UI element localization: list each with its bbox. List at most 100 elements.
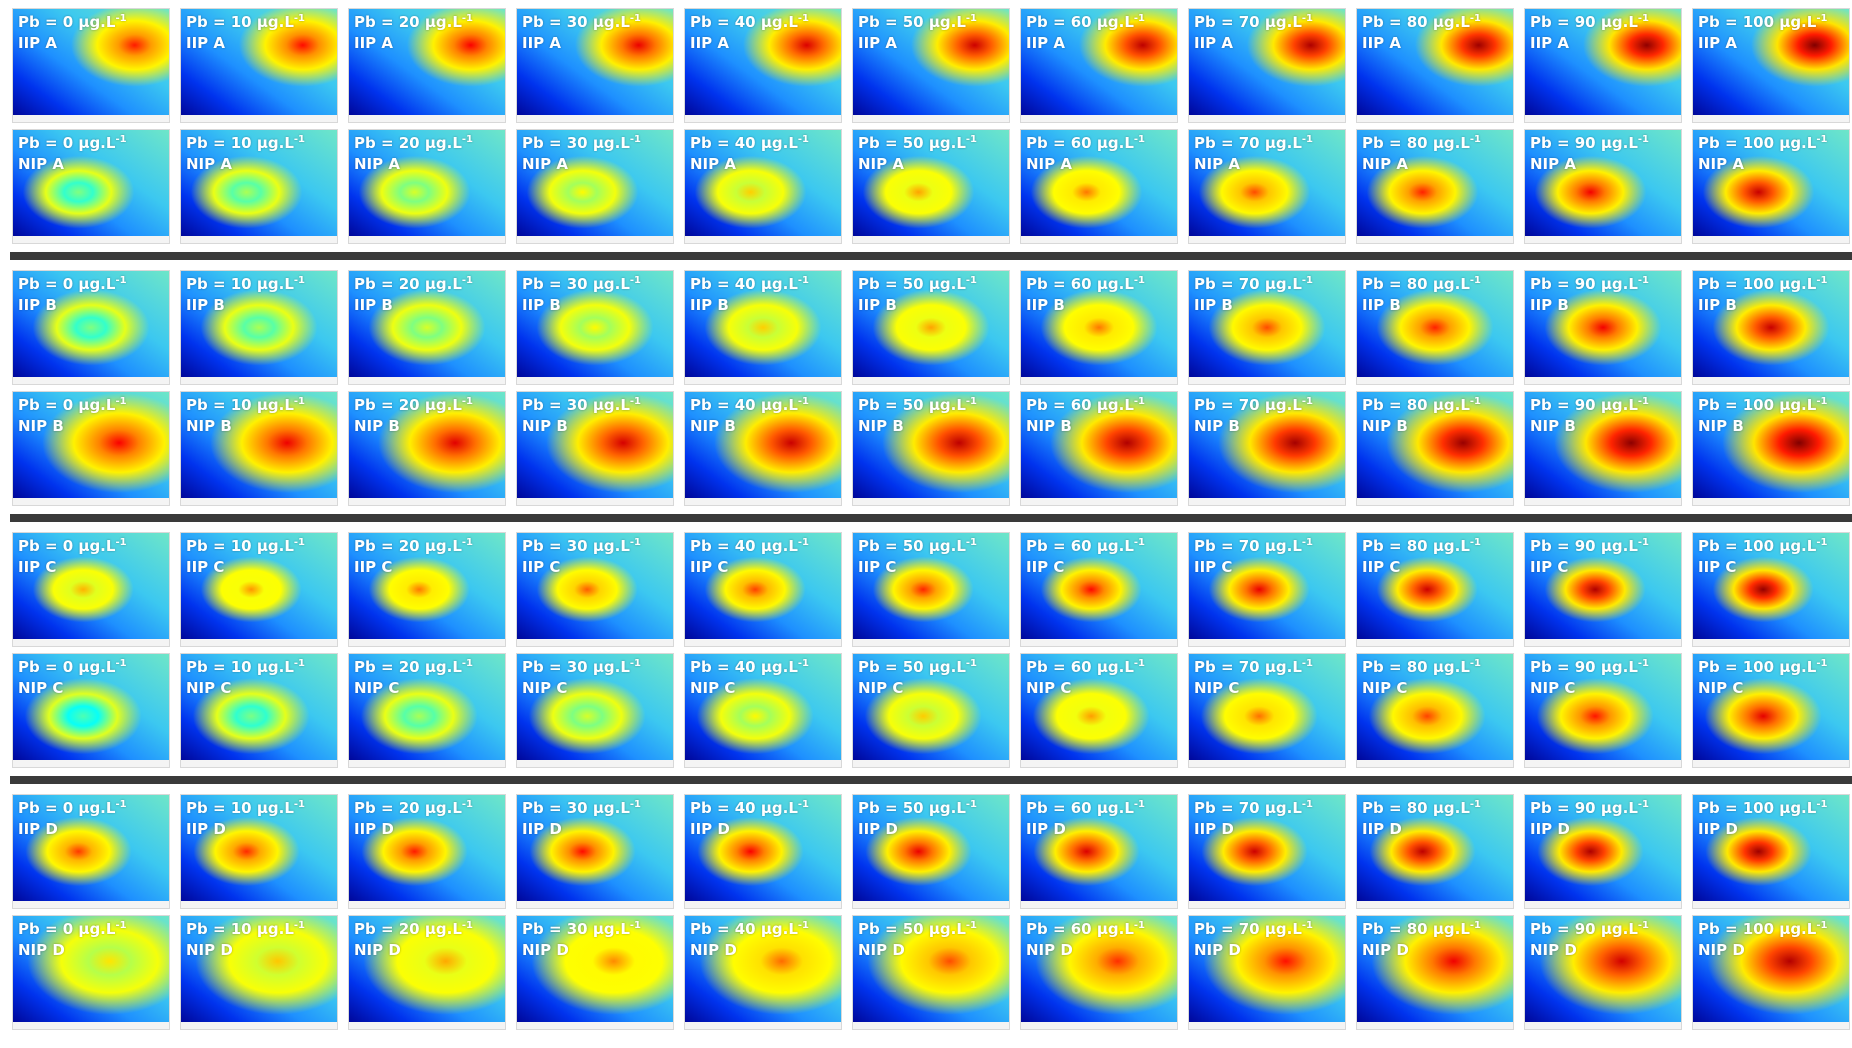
concentration-line: Pb = 80 μg.L-1 bbox=[1362, 536, 1481, 557]
concentration-label: Pb = 100 μg.L bbox=[1698, 134, 1817, 152]
heatmap-panel: Pb = 10 μg.L-1 IIP C bbox=[180, 532, 338, 647]
unit-superscript: -1 bbox=[965, 537, 977, 548]
polymer-label: IIP C bbox=[186, 558, 225, 576]
unit-superscript: -1 bbox=[797, 920, 809, 931]
heatmap-panel: Pb = 0 μg.L-1 IIP C bbox=[12, 532, 170, 647]
panel-label: Pb = 100 μg.L-1 IIP A bbox=[1698, 12, 1827, 54]
concentration-line: Pb = 20 μg.L-1 bbox=[354, 657, 473, 678]
heatmap-panel: Pb = 80 μg.L-1 IIP B bbox=[1356, 270, 1514, 385]
concentration-label: Pb = 0 μg.L bbox=[18, 275, 116, 293]
axis-strip bbox=[13, 377, 169, 384]
unit-superscript: -1 bbox=[461, 13, 473, 24]
heatmap-panel: Pb = 90 μg.L-1 IIP C bbox=[1524, 532, 1682, 647]
polymer-label: NIP B bbox=[1194, 417, 1240, 435]
panel-label: Pb = 0 μg.L-1 NIP D bbox=[18, 919, 127, 961]
panel-label: Pb = 50 μg.L-1 IIP C bbox=[858, 536, 977, 578]
heatmap-panel: Pb = 30 μg.L-1 IIP B bbox=[516, 270, 674, 385]
panel-label: Pb = 80 μg.L-1 IIP C bbox=[1362, 536, 1481, 578]
panel-label: Pb = 30 μg.L-1 NIP C bbox=[522, 657, 641, 699]
heatmap-panel: Pb = 60 μg.L-1 NIP C bbox=[1020, 653, 1178, 768]
concentration-label: Pb = 70 μg.L bbox=[1194, 920, 1302, 938]
panel-label: Pb = 90 μg.L-1 NIP C bbox=[1530, 657, 1649, 699]
concentration-label: Pb = 60 μg.L bbox=[1026, 134, 1134, 152]
concentration-label: Pb = 10 μg.L bbox=[186, 396, 294, 414]
unit-superscript: -1 bbox=[629, 275, 641, 286]
heatmap-panel: Pb = 30 μg.L-1 IIP A bbox=[516, 8, 674, 123]
polymer-label: IIP D bbox=[1194, 820, 1234, 838]
unit-superscript: -1 bbox=[293, 275, 305, 286]
panel-label: Pb = 20 μg.L-1 NIP D bbox=[354, 919, 473, 961]
axis-strip bbox=[1021, 901, 1177, 908]
heatmap-panel: Pb = 60 μg.L-1 NIP D bbox=[1020, 915, 1178, 1030]
concentration-label: Pb = 80 μg.L bbox=[1362, 537, 1470, 555]
heatmap-panel: Pb = 70 μg.L-1 NIP B bbox=[1188, 391, 1346, 506]
polymer-label: IIP A bbox=[186, 34, 225, 52]
heatmap-panel: Pb = 80 μg.L-1 NIP A bbox=[1356, 129, 1514, 244]
panel-label: Pb = 0 μg.L-1 IIP D bbox=[18, 798, 127, 840]
concentration-line: Pb = 60 μg.L-1 bbox=[1026, 133, 1145, 154]
concentration-line: Pb = 40 μg.L-1 bbox=[690, 274, 809, 295]
axis-strip bbox=[1189, 498, 1345, 505]
panel-label: Pb = 10 μg.L-1 IIP D bbox=[186, 798, 305, 840]
panel-label: Pb = 90 μg.L-1 IIP A bbox=[1530, 12, 1649, 54]
unit-superscript: -1 bbox=[629, 13, 641, 24]
panel-label: Pb = 60 μg.L-1 NIP C bbox=[1026, 657, 1145, 699]
heatmap-panel: Pb = 100 μg.L-1 IIP B bbox=[1692, 270, 1850, 385]
heatmap-panel: Pb = 50 μg.L-1 IIP B bbox=[852, 270, 1010, 385]
polymer-label: IIP B bbox=[690, 296, 729, 314]
heatmap-panel: Pb = 70 μg.L-1 IIP B bbox=[1188, 270, 1346, 385]
concentration-label: Pb = 30 μg.L bbox=[522, 799, 630, 817]
polymer-label: IIP A bbox=[1194, 34, 1233, 52]
polymer-label: IIP B bbox=[1362, 296, 1401, 314]
concentration-label: Pb = 30 μg.L bbox=[522, 920, 630, 938]
axis-strip bbox=[1021, 236, 1177, 243]
axis-strip bbox=[685, 115, 841, 122]
unit-superscript: -1 bbox=[1637, 134, 1649, 145]
axis-strip bbox=[517, 1022, 673, 1029]
panel-label: Pb = 50 μg.L-1 IIP D bbox=[858, 798, 977, 840]
heatmap-panel: Pb = 80 μg.L-1 IIP D bbox=[1356, 794, 1514, 909]
panel-label: Pb = 40 μg.L-1 IIP C bbox=[690, 536, 809, 578]
panel-label: Pb = 30 μg.L-1 IIP B bbox=[522, 274, 641, 316]
heatmap-panel: Pb = 50 μg.L-1 IIP C bbox=[852, 532, 1010, 647]
concentration-label: Pb = 90 μg.L bbox=[1530, 537, 1638, 555]
unit-superscript: -1 bbox=[1816, 134, 1828, 145]
heatmap-panel: Pb = 100 μg.L-1 IIP D bbox=[1692, 794, 1850, 909]
polymer-label: NIP D bbox=[354, 941, 401, 959]
axis-strip bbox=[685, 639, 841, 646]
polymer-label: NIP A bbox=[1698, 155, 1744, 173]
unit-superscript: -1 bbox=[461, 658, 473, 669]
axis-strip bbox=[685, 236, 841, 243]
axis-strip bbox=[13, 236, 169, 243]
concentration-line: Pb = 30 μg.L-1 bbox=[522, 274, 641, 295]
axis-strip bbox=[1693, 1022, 1849, 1029]
polymer-label: NIP D bbox=[690, 941, 737, 959]
axis-strip bbox=[181, 377, 337, 384]
concentration-label: Pb = 60 μg.L bbox=[1026, 920, 1134, 938]
unit-superscript: -1 bbox=[1301, 134, 1313, 145]
axis-strip bbox=[853, 1022, 1009, 1029]
concentration-label: Pb = 30 μg.L bbox=[522, 13, 630, 31]
unit-superscript: -1 bbox=[1133, 537, 1145, 548]
axis-strip bbox=[349, 760, 505, 767]
concentration-line: Pb = 80 μg.L-1 bbox=[1362, 798, 1481, 819]
concentration-label: Pb = 40 μg.L bbox=[690, 537, 798, 555]
concentration-label: Pb = 10 μg.L bbox=[186, 275, 294, 293]
concentration-label: Pb = 10 μg.L bbox=[186, 537, 294, 555]
concentration-label: Pb = 40 μg.L bbox=[690, 920, 798, 938]
axis-strip bbox=[1357, 639, 1513, 646]
axis-strip bbox=[1525, 115, 1681, 122]
heatmap-panel: Pb = 90 μg.L-1 IIP D bbox=[1524, 794, 1682, 909]
polymer-label: IIP B bbox=[1530, 296, 1569, 314]
concentration-line: Pb = 40 μg.L-1 bbox=[690, 395, 809, 416]
concentration-line: Pb = 10 μg.L-1 bbox=[186, 395, 305, 416]
heatmap-panel: Pb = 20 μg.L-1 NIP A bbox=[348, 129, 506, 244]
polymer-label: NIP D bbox=[1026, 941, 1073, 959]
concentration-label: Pb = 100 μg.L bbox=[1698, 920, 1817, 938]
axis-strip bbox=[1693, 760, 1849, 767]
heatmap-panel: Pb = 40 μg.L-1 NIP D bbox=[684, 915, 842, 1030]
concentration-label: Pb = 30 μg.L bbox=[522, 134, 630, 152]
concentration-line: Pb = 70 μg.L-1 bbox=[1194, 133, 1313, 154]
unit-superscript: -1 bbox=[797, 13, 809, 24]
polymer-label: NIP B bbox=[1026, 417, 1072, 435]
